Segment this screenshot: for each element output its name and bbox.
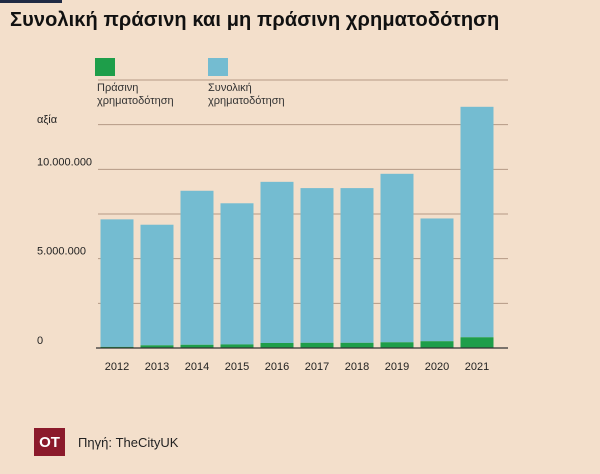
bar-green-2017 (300, 342, 334, 348)
legend-swatch-total (208, 58, 228, 76)
bar-green-2013 (140, 345, 174, 348)
x-tick-label: 2018 (345, 361, 369, 373)
y-tick-label: 0 (37, 335, 43, 347)
x-tick-label: 2014 (185, 361, 209, 373)
bar-green-2021 (460, 337, 494, 348)
x-tick-label: 2016 (265, 361, 289, 373)
bar-total-2019 (380, 173, 414, 343)
y-axis-label: αξία (37, 114, 58, 126)
bar-green-2015 (220, 344, 254, 348)
bar-green-2020 (420, 341, 454, 348)
bar-total-2015 (220, 203, 254, 345)
x-tick-label: 2019 (385, 361, 409, 373)
bar-total-2014 (180, 190, 214, 345)
bar-green-2016 (260, 342, 294, 348)
ot-logo: OT (34, 428, 65, 456)
x-tick-label: 2017 (305, 361, 329, 373)
x-tick-label: 2015 (225, 361, 249, 373)
x-tick-label: 2021 (465, 361, 489, 373)
bar-total-2018 (340, 188, 374, 343)
x-tick-label: 2012 (105, 361, 129, 373)
source-text: Πηγή: TheCityUK (78, 435, 179, 450)
legend-label-total: Συνολική χρηματοδότηση (208, 82, 285, 107)
bar-green-2019 (380, 342, 414, 348)
legend-swatch-green (95, 58, 115, 76)
bar-total-2021 (460, 106, 494, 338)
top-rule (0, 0, 62, 3)
bar-total-2017 (300, 188, 334, 343)
legend-label-green: Πράσινη χρηματοδότηση (97, 82, 174, 107)
bar-total-2016 (260, 181, 294, 343)
x-tick-label: 2020 (425, 361, 449, 373)
y-tick-label: 10.000.000 (37, 156, 92, 168)
x-tick-label: 2013 (145, 361, 169, 373)
chart-title: Συνολική πράσινη και μη πράσινη χρηματοδ… (10, 9, 500, 31)
bar-total-2020 (420, 218, 454, 342)
y-tick-label: 5.000.000 (37, 246, 86, 258)
bar-green-2014 (180, 344, 214, 348)
bar-total-2012 (100, 219, 134, 347)
bar-total-2013 (140, 224, 174, 346)
bar-green-2018 (340, 342, 374, 348)
